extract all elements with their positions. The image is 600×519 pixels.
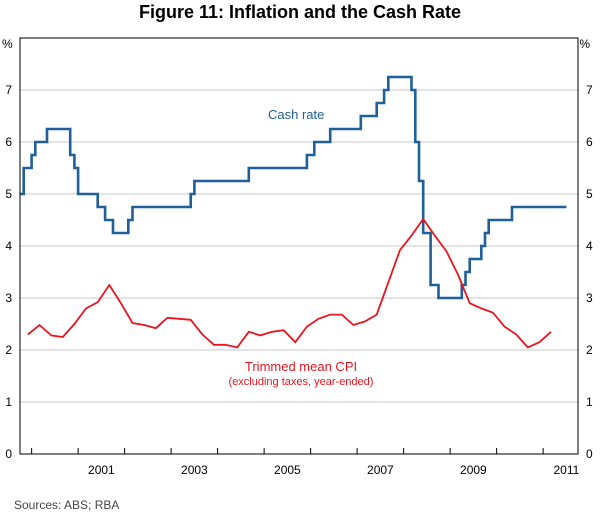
series-line-cash-rate <box>20 75 567 300</box>
x-tick-label: 2007 <box>367 463 394 477</box>
series-labels: Cash rate Trimmed mean CPI (excluding taxe… <box>229 107 374 388</box>
label-trimmed-mean-cpi: Trimmed mean CPI <box>245 359 357 374</box>
y-tick-label-left: 1 <box>5 395 12 409</box>
label-cash-rate: Cash rate <box>268 107 324 122</box>
y-tick-label-right: 6 <box>586 135 593 149</box>
label-trimmed-mean-cpi-sub: (excluding taxes, year-ended) <box>229 376 374 388</box>
x-tick-label: 2005 <box>274 463 301 477</box>
y-tick-label-right: 4 <box>586 239 593 253</box>
y-tick-label-left: 4 <box>5 239 12 253</box>
y-tick-label-left: 0 <box>5 447 12 461</box>
y-tick-label-right: 7 <box>586 83 593 97</box>
y-tick-label-right: 1 <box>586 395 593 409</box>
series-line-trimmed-mean-cpi <box>27 217 552 349</box>
y-unit-right: % <box>579 37 590 51</box>
x-tick-label: 2003 <box>181 463 208 477</box>
chart-title: Figure 11: Inflation and the Cash Rate <box>138 2 462 22</box>
y-tick-label-left: 7 <box>5 83 12 97</box>
x-tick-label: 2001 <box>88 463 115 477</box>
series-lines <box>20 75 567 349</box>
source-note: Sources: ABS; RBA <box>14 498 120 512</box>
y-tick-label-right: 0 <box>586 447 593 461</box>
y-tick-label-left: 6 <box>5 135 12 149</box>
y-unit-left: % <box>2 37 13 51</box>
x-axis: 2001 2003 2005 2007 2009 2011 <box>31 448 580 477</box>
y-tick-label-right: 3 <box>586 291 593 305</box>
plot-frame <box>19 37 579 455</box>
gridlines <box>20 89 578 403</box>
y-tick-label-left: 5 <box>5 187 12 201</box>
x-tick-label: 2011 <box>553 463 579 477</box>
x-tick-label: 2009 <box>460 463 487 477</box>
y-tick-label-right: 2 <box>586 343 593 357</box>
y-tick-labels: 0 0 1 1 2 2 3 3 4 4 5 5 6 6 7 7 <box>5 83 593 461</box>
y-tick-label-left: 3 <box>5 291 12 305</box>
y-tick-label-left: 2 <box>5 343 12 357</box>
y-tick-label-right: 5 <box>586 187 593 201</box>
